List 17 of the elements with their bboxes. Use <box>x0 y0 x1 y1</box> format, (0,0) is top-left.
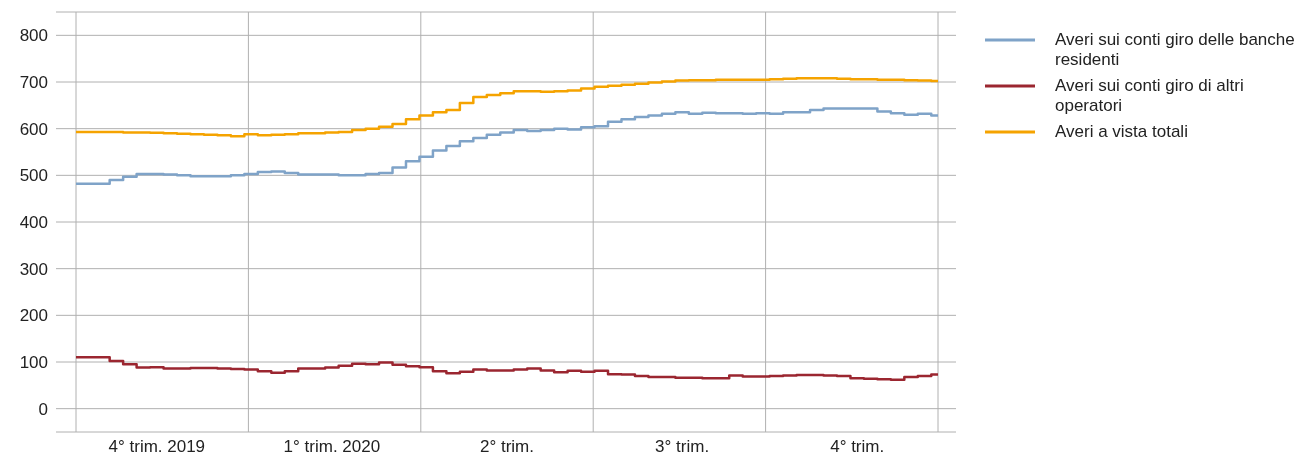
x-tick-label: 4° trim. <box>830 437 885 457</box>
y-tick-label: 500 <box>19 166 48 186</box>
legend-label: Averi a vista totali <box>1055 122 1189 142</box>
y-tick-label: 0 <box>38 399 48 419</box>
y-tick-label: 100 <box>19 353 48 373</box>
legend-label: Averi sui conti giro di altri operatori <box>1055 76 1245 116</box>
x-tick-label: 1° trim. 2020 <box>283 437 381 457</box>
x-tick-label: 3° trim. <box>655 437 710 457</box>
y-tick-label: 800 <box>19 26 48 46</box>
x-tick-label: 4° trim. 2019 <box>108 437 206 457</box>
y-tick-label: 700 <box>19 73 48 93</box>
y-tick-label: 600 <box>19 119 48 139</box>
legend-label: Averi sui conti giro delle banche residenti <box>1055 30 1295 70</box>
y-tick-label: 300 <box>19 259 48 279</box>
y-tick-label: 200 <box>19 306 48 326</box>
y-tick-label: 400 <box>19 213 48 233</box>
x-tick-label: 2° trim. <box>479 437 535 457</box>
